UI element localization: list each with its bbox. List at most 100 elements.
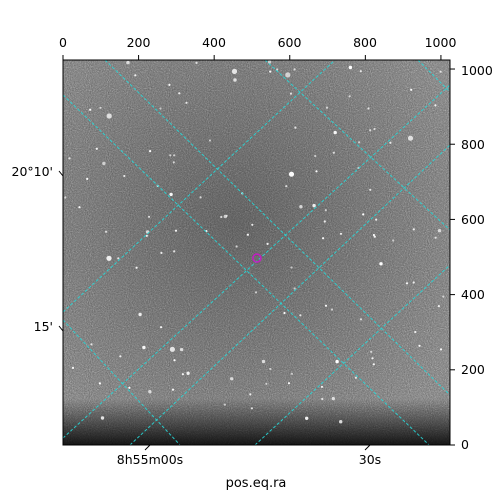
star — [86, 177, 89, 180]
star — [410, 88, 413, 91]
star — [223, 403, 226, 406]
ra-axis: 8h55m00s 30s — [117, 452, 381, 467]
star — [288, 171, 295, 177]
right-tick-label: 400 — [461, 287, 485, 302]
star — [332, 151, 335, 154]
star — [370, 350, 373, 353]
star — [145, 234, 148, 237]
star — [289, 92, 293, 95]
star — [266, 242, 269, 245]
right-tick-label: 1000 — [461, 63, 493, 78]
grid-line — [104, 60, 450, 396]
star — [181, 373, 184, 376]
star — [405, 282, 409, 285]
star — [185, 101, 188, 104]
star — [412, 228, 415, 231]
star — [290, 266, 293, 269]
star — [367, 107, 370, 110]
star — [267, 60, 272, 64]
star — [149, 150, 152, 153]
star — [135, 266, 138, 269]
star — [339, 420, 343, 424]
top-tick-label: 0 — [59, 35, 67, 50]
star — [412, 281, 415, 284]
star — [106, 255, 112, 261]
star — [290, 372, 293, 375]
star — [331, 396, 335, 401]
right-tick-label: 600 — [461, 212, 485, 227]
star — [283, 311, 286, 315]
star — [269, 70, 272, 73]
declination-axis: 20°10' 15' — [12, 164, 54, 334]
star — [246, 233, 249, 236]
star — [186, 371, 190, 375]
ra-tick-mark — [144, 444, 151, 451]
star — [225, 214, 228, 217]
star — [126, 60, 130, 65]
star — [231, 68, 238, 74]
star — [102, 161, 106, 166]
star — [64, 196, 67, 199]
right-tick-label: 200 — [461, 362, 485, 377]
star — [389, 141, 392, 144]
star — [179, 347, 184, 352]
ra-tick-mark — [364, 444, 371, 451]
star — [293, 68, 296, 71]
star — [160, 326, 163, 329]
grid-line — [63, 94, 430, 445]
star — [375, 218, 378, 221]
grid-line — [417, 60, 450, 93]
star — [305, 416, 309, 420]
star — [372, 233, 375, 237]
star — [418, 344, 421, 347]
star — [434, 236, 437, 239]
star — [369, 188, 372, 191]
star — [285, 72, 291, 78]
grid-line — [129, 144, 450, 445]
star — [220, 215, 223, 219]
dec-tick-mark — [58, 170, 64, 177]
top-pixel-axis: 0 200 400 600 800 1000 — [59, 35, 456, 50]
star — [299, 205, 303, 209]
star — [348, 95, 351, 98]
x-axis-label: pos.eq.ra — [226, 476, 287, 491]
star — [285, 185, 288, 188]
star — [98, 382, 101, 385]
star — [330, 308, 334, 311]
top-tick-label: 200 — [127, 35, 151, 50]
star — [199, 196, 202, 199]
star — [439, 348, 443, 351]
star — [293, 287, 296, 290]
right-pixel-axis: 0 200 400 600 800 1000 — [461, 63, 493, 452]
star — [134, 74, 137, 77]
star — [339, 232, 343, 235]
star — [208, 139, 212, 142]
star — [148, 390, 152, 394]
star — [269, 367, 272, 371]
star — [99, 106, 102, 109]
star — [312, 203, 316, 208]
grid-line — [264, 60, 450, 231]
star — [178, 92, 181, 95]
star — [392, 239, 395, 242]
ra-tick-label: 30s — [359, 452, 381, 467]
star — [71, 366, 75, 369]
star — [160, 251, 163, 254]
grid-line — [63, 319, 181, 445]
star — [299, 314, 302, 317]
star — [407, 135, 414, 141]
star — [169, 192, 173, 197]
star — [119, 355, 122, 358]
star — [68, 157, 71, 160]
star — [159, 107, 162, 110]
star — [324, 304, 328, 307]
star — [249, 393, 252, 396]
star — [439, 70, 442, 73]
star — [437, 305, 440, 308]
star — [321, 397, 324, 401]
star — [148, 215, 151, 218]
star — [379, 262, 383, 266]
star — [323, 220, 326, 223]
star — [106, 113, 112, 119]
star — [195, 61, 198, 64]
